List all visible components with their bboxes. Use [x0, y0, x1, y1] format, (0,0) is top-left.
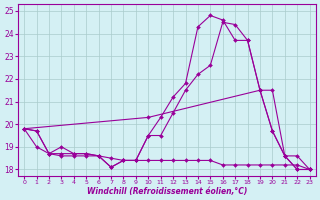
- X-axis label: Windchill (Refroidissement éolien,°C): Windchill (Refroidissement éolien,°C): [87, 187, 247, 196]
